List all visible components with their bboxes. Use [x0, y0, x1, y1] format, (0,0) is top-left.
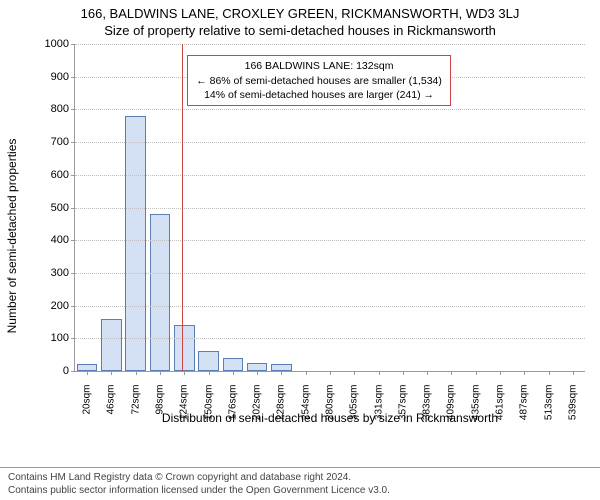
- y-tick: [71, 109, 75, 110]
- y-tick-label: 1000: [45, 38, 69, 50]
- annotation-line: 166 BALDWINS LANE: 132sqm: [196, 59, 442, 73]
- footer: Contains HM Land Registry data © Crown c…: [0, 467, 600, 500]
- y-tick: [71, 306, 75, 307]
- x-tick: [184, 371, 185, 375]
- y-tick-label: 700: [51, 136, 69, 148]
- x-tick: [111, 371, 112, 375]
- x-tick: [573, 371, 574, 375]
- x-tick: [451, 371, 452, 375]
- y-tick: [71, 77, 75, 78]
- gridline: [75, 142, 585, 143]
- bar: [174, 325, 195, 371]
- x-tick: [354, 371, 355, 375]
- x-tick-label: 176sqm: [227, 385, 238, 421]
- x-tick: [524, 371, 525, 375]
- x-tick: [87, 371, 88, 375]
- y-tick-label: 600: [51, 169, 69, 181]
- gridline: [75, 306, 585, 307]
- y-tick: [71, 142, 75, 143]
- x-tick-label: 98sqm: [155, 385, 166, 415]
- y-tick: [71, 273, 75, 274]
- chart: Number of semi-detached properties Distr…: [30, 44, 585, 428]
- x-tick-label: 72sqm: [130, 385, 141, 415]
- header: 166, BALDWINS LANE, CROXLEY GREEN, RICKM…: [0, 0, 600, 38]
- x-tick: [500, 371, 501, 375]
- y-tick: [71, 240, 75, 241]
- x-tick: [549, 371, 550, 375]
- x-tick-label: 357sqm: [397, 385, 408, 421]
- x-tick-label: 46sqm: [106, 385, 117, 415]
- gridline: [75, 44, 585, 45]
- y-tick: [71, 44, 75, 45]
- x-tick-label: 487sqm: [519, 385, 530, 421]
- x-tick: [281, 371, 282, 375]
- gridline: [75, 208, 585, 209]
- bar: [125, 116, 146, 371]
- x-tick-label: 254sqm: [300, 385, 311, 421]
- y-tick-label: 900: [51, 71, 69, 83]
- x-tick: [160, 371, 161, 375]
- plot-area: Distribution of semi-detached houses by …: [74, 44, 585, 372]
- x-tick: [306, 371, 307, 375]
- gridline: [75, 175, 585, 176]
- bar: [101, 319, 122, 371]
- gridline: [75, 240, 585, 241]
- x-tick-label: 20sqm: [82, 385, 93, 415]
- y-tick-label: 200: [51, 300, 69, 312]
- x-tick: [476, 371, 477, 375]
- x-tick-label: 435sqm: [470, 385, 481, 421]
- x-tick: [403, 371, 404, 375]
- gridline: [75, 109, 585, 110]
- y-tick: [71, 175, 75, 176]
- x-tick-label: 280sqm: [325, 385, 336, 421]
- x-tick-label: 228sqm: [276, 385, 287, 421]
- y-tick-label: 0: [63, 365, 69, 377]
- x-tick: [136, 371, 137, 375]
- y-tick-label: 500: [51, 202, 69, 214]
- x-tick-label: 513sqm: [543, 385, 554, 421]
- page-subtitle: Size of property relative to semi-detach…: [0, 23, 600, 38]
- x-tick: [330, 371, 331, 375]
- annotation-line: 14% of semi-detached houses are larger (…: [196, 88, 442, 102]
- y-tick-label: 400: [51, 234, 69, 246]
- x-tick-label: 409sqm: [446, 385, 457, 421]
- annotation-line: ← 86% of semi-detached houses are smalle…: [196, 74, 442, 88]
- x-tick-label: 539sqm: [567, 385, 578, 421]
- footer-line-1: Contains HM Land Registry data © Crown c…: [8, 471, 592, 484]
- x-tick-label: 305sqm: [349, 385, 360, 421]
- x-tick-label: 202sqm: [252, 385, 263, 421]
- y-axis-label: Number of semi-detached properties: [5, 139, 19, 334]
- marker-line: [182, 44, 183, 371]
- gridline: [75, 273, 585, 274]
- y-tick-label: 800: [51, 103, 69, 115]
- x-tick-label: 383sqm: [422, 385, 433, 421]
- x-tick: [379, 371, 380, 375]
- y-tick: [71, 208, 75, 209]
- y-tick-label: 300: [51, 267, 69, 279]
- x-tick: [209, 371, 210, 375]
- bar: [223, 358, 244, 371]
- bar: [150, 214, 171, 371]
- annotation-box: 166 BALDWINS LANE: 132sqm← 86% of semi-d…: [187, 55, 451, 106]
- y-tick-label: 100: [51, 332, 69, 344]
- x-tick: [257, 371, 258, 375]
- x-tick: [427, 371, 428, 375]
- gridline: [75, 338, 585, 339]
- x-tick-label: 124sqm: [179, 385, 190, 421]
- x-tick-label: 461sqm: [495, 385, 506, 421]
- bar: [198, 351, 219, 371]
- bar: [247, 363, 268, 371]
- footer-line-2: Contains public sector information licen…: [8, 484, 592, 497]
- x-tick: [233, 371, 234, 375]
- x-tick-label: 150sqm: [203, 385, 214, 421]
- y-tick: [71, 371, 75, 372]
- page-title: 166, BALDWINS LANE, CROXLEY GREEN, RICKM…: [0, 6, 600, 21]
- y-tick: [71, 338, 75, 339]
- x-tick-label: 331sqm: [373, 385, 384, 421]
